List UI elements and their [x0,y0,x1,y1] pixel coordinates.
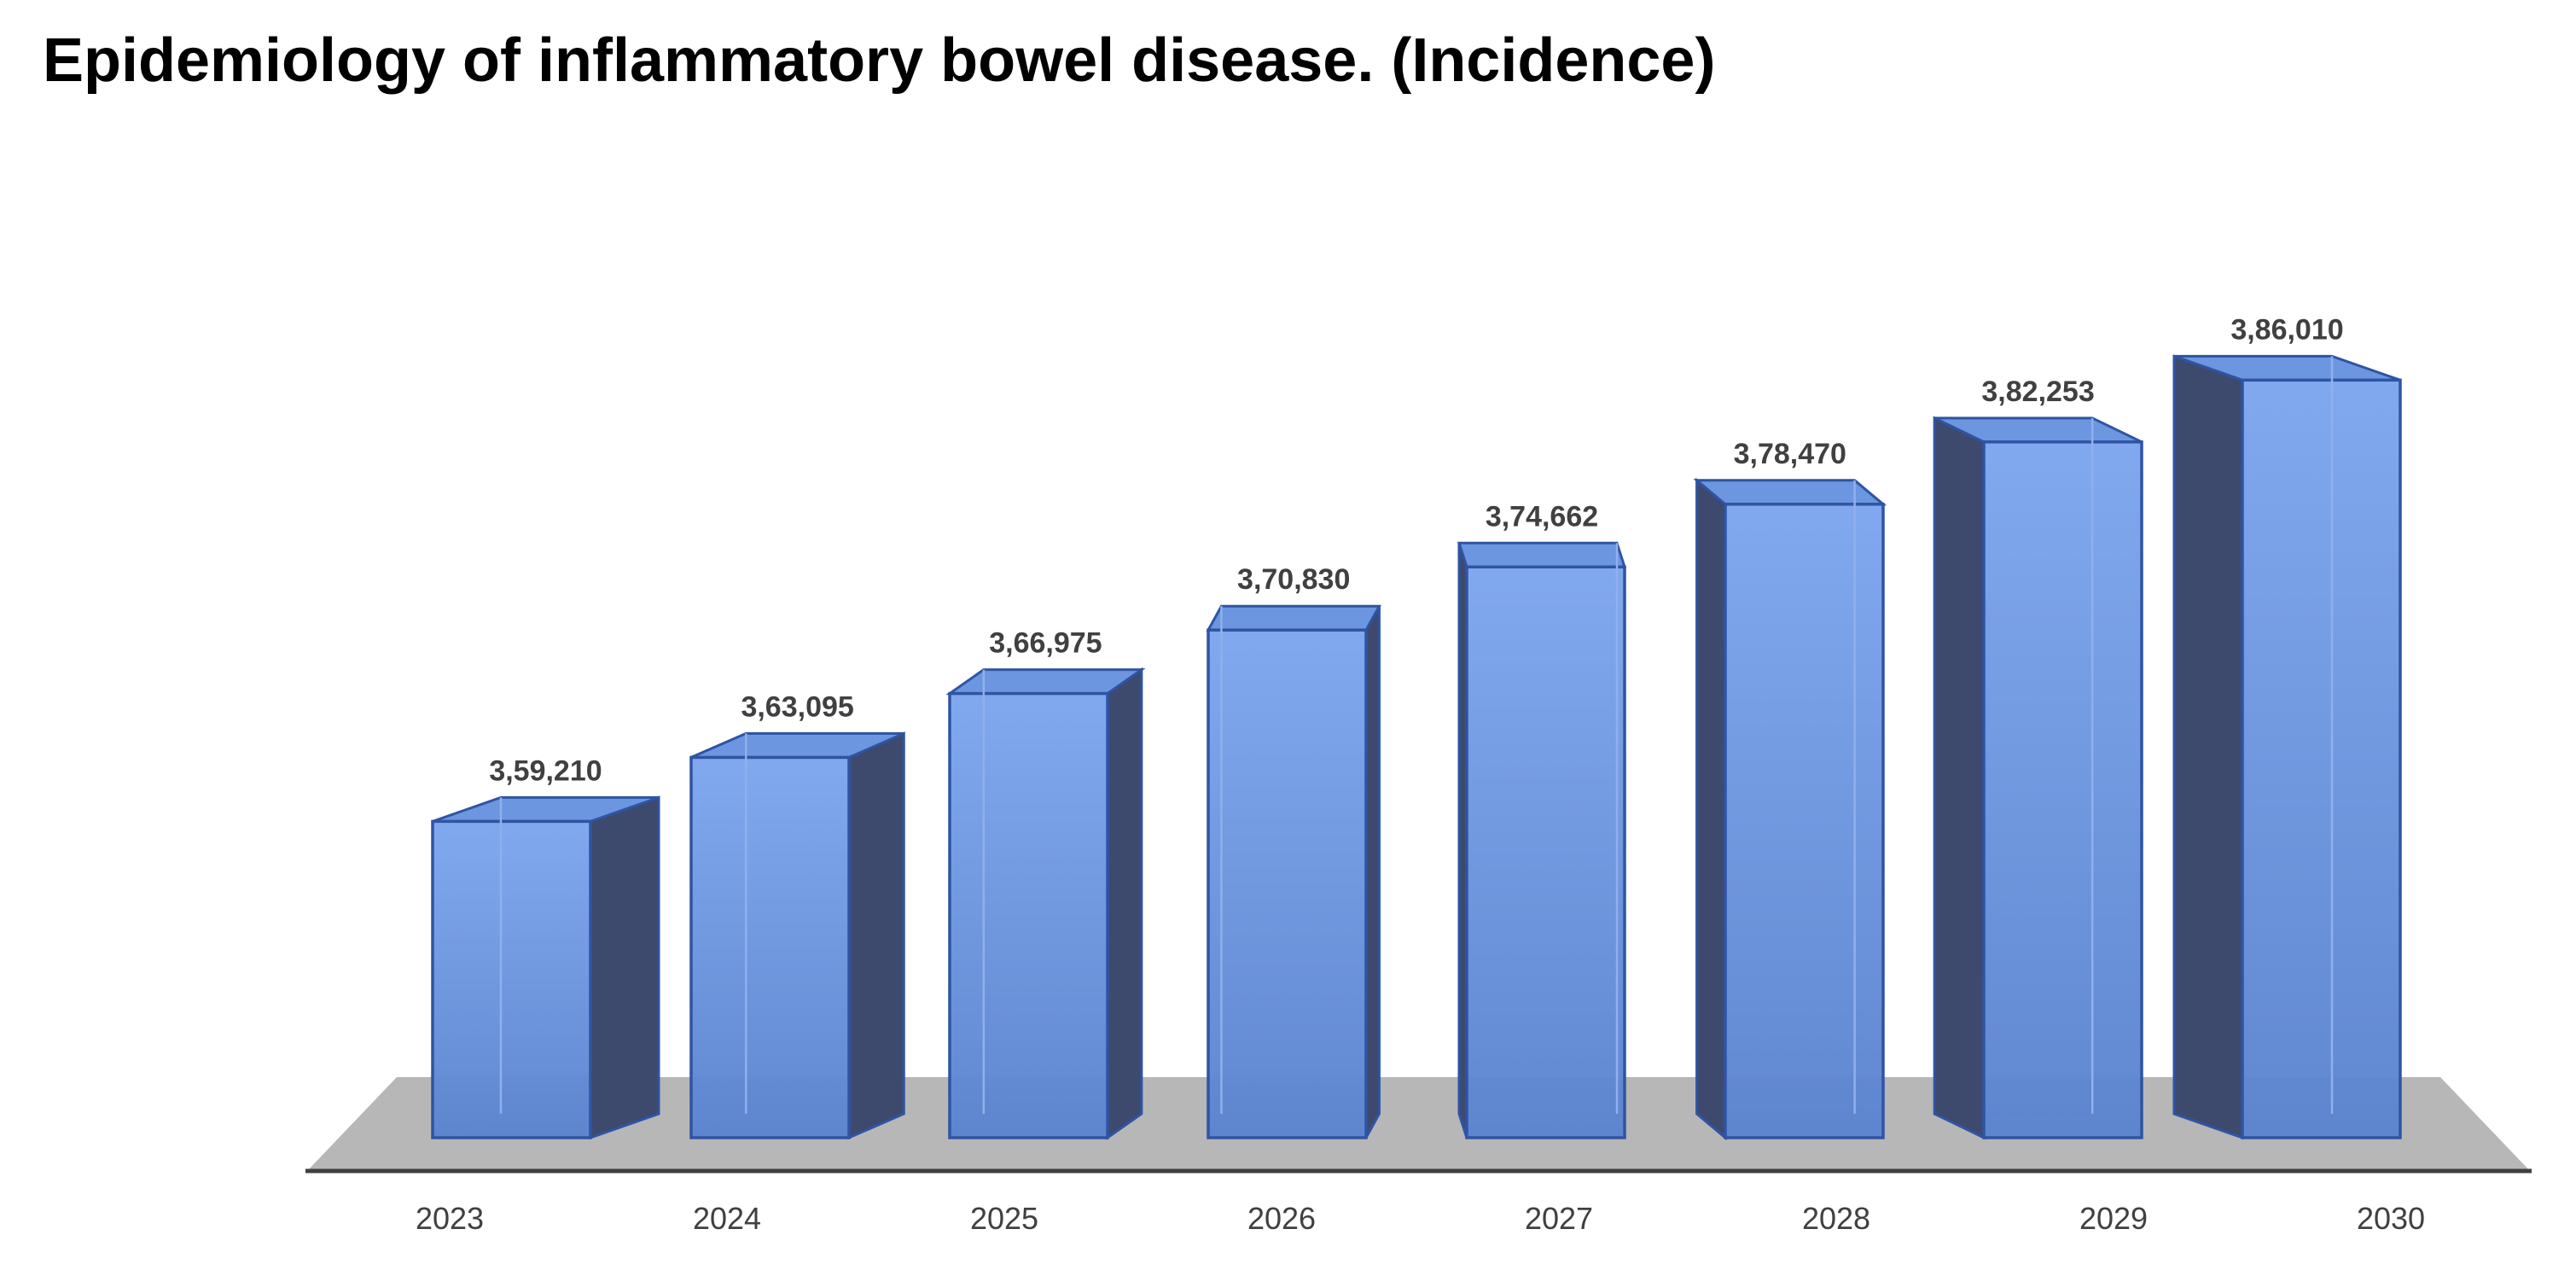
bar-side-face [2172,354,2244,1140]
bar-2023 [431,795,660,1140]
bar-2024 [689,731,905,1140]
data-label-2025: 3,66,975 [989,627,1102,660]
bar-top-face [1457,541,1627,568]
bar-front-face [1724,503,1885,1139]
bar-top-face [945,668,1146,696]
bar-2029 [1933,416,2143,1140]
bar-top-face [1206,604,1381,632]
data-label-2028: 3,78,470 [1734,438,1846,470]
bar-side-face [1106,667,1143,1140]
data-label-2026: 3,70,830 [1237,563,1350,596]
x-tick-label-2023: 2023 [416,1201,484,1236]
bar-front-face [948,691,1109,1139]
bar-2026 [1206,604,1381,1139]
bar-side-face [589,795,660,1140]
bar-side-face [847,731,905,1140]
bar-2028 [1693,477,1887,1141]
x-tick-label-2028: 2028 [1802,1201,1870,1236]
bar-2027 [1457,541,1627,1139]
data-label-2027: 3,74,662 [1486,500,1598,533]
bar-front-face [1207,628,1368,1139]
chart-title: Epidemiology of inflammatory bowel disea… [43,26,1716,95]
bar-front-face [431,819,592,1139]
bar-front-face [1982,440,2143,1139]
x-tick-label-2025: 2025 [970,1201,1038,1236]
bar-front-face [2241,378,2402,1139]
bar-side-face [1364,605,1381,1139]
data-label-2024: 3,63,095 [741,690,853,723]
bars-group [431,354,2402,1141]
bar-side-face [1695,477,1727,1141]
bar-2025 [945,667,1146,1140]
x-tick-label-2029: 2029 [2079,1201,2148,1236]
data-label-2029: 3,82,253 [1981,376,2094,408]
data-label-2023: 3,59,210 [489,754,602,787]
bar-front-face [1465,565,1626,1139]
x-tick-label-2027: 2027 [1525,1201,1593,1236]
bar-side-face [1933,416,1986,1140]
x-tick-label-2024: 2024 [693,1201,761,1236]
data-label-2030: 3,86,010 [2230,313,2343,346]
data-labels-group: 3,59,210 3,63,095 3,66,975 3,70,830 3,74,662… [489,313,2343,787]
x-axis-ticks-group: 2023 2024 2025 2026 2027 2028 2029 2030 [416,1201,2425,1236]
bar-2030 [2172,354,2402,1140]
bar-front-face [689,755,851,1139]
x-tick-label-2026: 2026 [1247,1201,1316,1236]
x-tick-label-2030: 2030 [2357,1201,2425,1236]
